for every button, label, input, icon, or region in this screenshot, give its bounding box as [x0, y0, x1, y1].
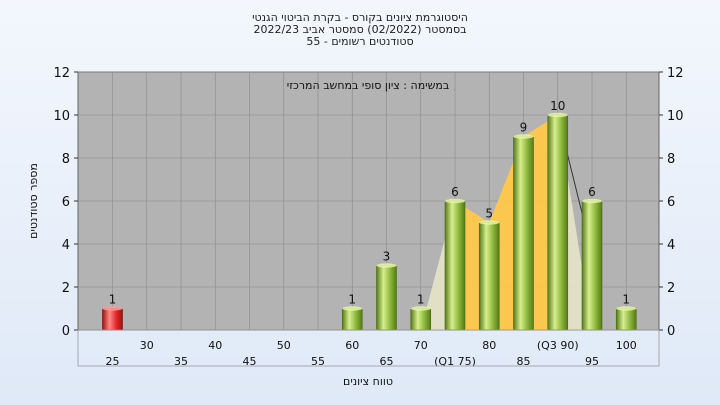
data-label-70: 1	[417, 293, 425, 307]
x-tick-label-(Q1 75): (Q1 75)	[434, 355, 476, 368]
data-label-65: 3	[383, 250, 391, 264]
y-tick-label-right: 0	[667, 324, 675, 339]
y-tick-label-left: 8	[62, 152, 70, 167]
y-ticks-left: 0 2 4 6 8 10 12	[53, 66, 78, 339]
x-tick-label-100: 100	[616, 339, 637, 352]
bar-95	[581, 200, 603, 331]
x-tick-label-60: 60	[345, 339, 359, 352]
x-tick-label-85: 85	[517, 355, 531, 368]
bar-cap-65	[376, 263, 397, 268]
data-label-60: 1	[348, 293, 356, 307]
data-label-(Q1 75): 6	[451, 185, 459, 199]
bar-(Q1 75)	[444, 200, 466, 331]
bar-cap-(Q1 75)	[445, 198, 465, 204]
data-label-85: 9	[520, 121, 528, 135]
x-tick-label-95: 95	[585, 355, 599, 368]
bar-cap-60	[342, 306, 363, 311]
data-label-25: 1	[109, 293, 117, 307]
data-labels-group: 1 1 3 1 6 5 9 10 6 1	[109, 99, 630, 307]
x-tick-label-25: 25	[106, 355, 120, 368]
bar-70	[410, 308, 432, 331]
bar-85	[513, 136, 534, 331]
data-label-(Q3 90): 10	[550, 99, 565, 113]
x-tick-label-65: 65	[380, 355, 394, 368]
x-tick-label-35: 35	[174, 355, 188, 368]
x-tick-label-70: 70	[414, 339, 428, 352]
y-tick-label-right: 6	[667, 195, 675, 210]
bar-cap-85	[513, 134, 534, 139]
bar-25	[102, 308, 123, 331]
chart-annotation: במשימה : ציון סופי במחשב המרכזי	[287, 79, 450, 92]
y-tick-label-left: 10	[53, 109, 70, 124]
y-ticks-right: 0 2 4 6 8 10 12	[659, 66, 684, 339]
y-tick-label-left: 0	[62, 324, 70, 339]
bar-cap-80	[479, 220, 500, 225]
x-ticks: 25 30 35 40 45 50 55 60 65 70 (Q1 75) 80 85 (Q3 90) 95…	[106, 339, 637, 368]
y-tick-label-right: 10	[667, 109, 684, 124]
bar-cap-25	[102, 306, 123, 311]
data-label-80: 5	[485, 207, 493, 221]
bar-cap-70	[410, 306, 431, 311]
bar-cap-95	[582, 198, 602, 204]
chart-title-line-1: היסטוגרמת ציונים בקורס - בקרת הביטוי הגנ…	[252, 11, 468, 24]
y-tick-label-left: 12	[53, 66, 70, 81]
bar-80	[478, 222, 500, 331]
y-tick-label-right: 4	[667, 238, 675, 253]
bar-cap-(Q3 90)	[547, 112, 568, 118]
x-tick-label-40: 40	[208, 339, 222, 352]
x-tick-label-(Q3 90): (Q3 90)	[537, 339, 579, 352]
y-axis-title: מספר סטודנטים	[27, 163, 40, 239]
y-tick-label-left: 6	[62, 195, 70, 210]
y-tick-label-left: 4	[62, 238, 70, 253]
chart-title-line-2: בסמסטר (02/2022) סמסטר אביב 2022/23	[253, 23, 466, 36]
chart-title-line-3: סטודנטים רשומים - 55	[306, 35, 413, 48]
data-label-100: 1	[622, 293, 630, 307]
x-tick-label-80: 80	[482, 339, 496, 352]
y-tick-label-left: 2	[62, 281, 70, 296]
bars-group	[102, 112, 637, 331]
bar-(Q3 90)	[547, 114, 569, 331]
y-tick-label-right: 8	[667, 152, 675, 167]
bar-cap-100	[616, 306, 637, 311]
x-tick-label-45: 45	[243, 355, 257, 368]
x-axis-band	[77, 329, 660, 367]
x-axis-title: טווח ציונים	[343, 375, 393, 388]
bar-60	[341, 308, 363, 331]
bar-65	[376, 265, 397, 331]
x-tick-label-30: 30	[140, 339, 154, 352]
y-tick-label-right: 12	[667, 66, 684, 81]
x-tick-label-50: 50	[277, 339, 291, 352]
data-label-95: 6	[588, 185, 596, 199]
bar-100	[615, 308, 637, 331]
x-tick-label-55: 55	[311, 355, 325, 368]
y-tick-label-right: 2	[667, 281, 675, 296]
